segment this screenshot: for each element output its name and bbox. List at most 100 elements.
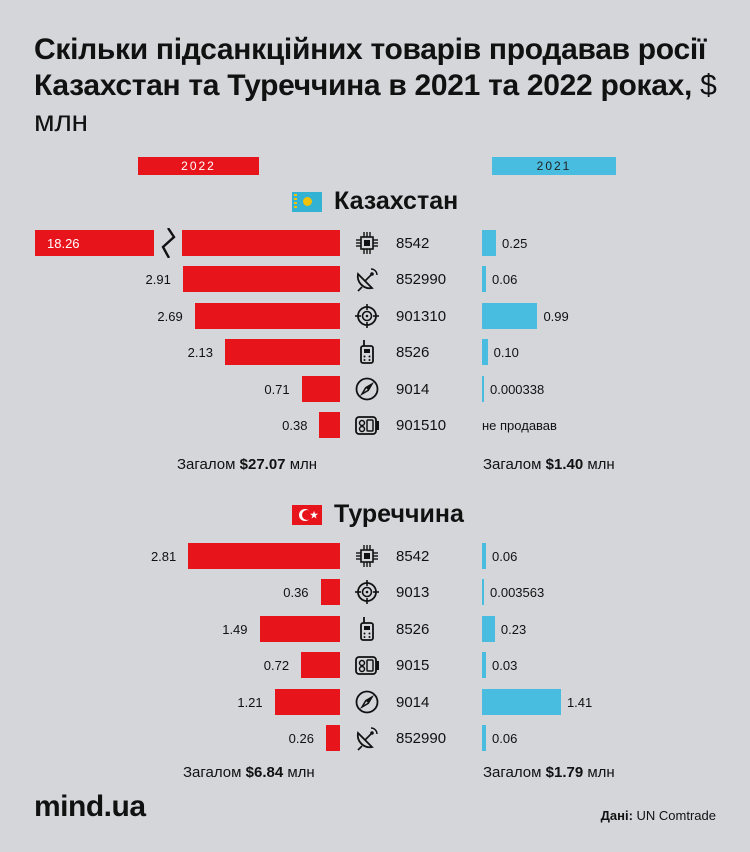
- bar-2022: [325, 725, 340, 751]
- chart-title: Скільки підсанкційних товарів продавав р…: [34, 32, 734, 140]
- bar-2022: [188, 543, 340, 569]
- total-value: $27.07: [239, 456, 286, 473]
- compass-icon: [354, 376, 380, 402]
- total-2021: Загалом $1.79 млн: [483, 764, 615, 781]
- turkey-flag-icon: ★: [292, 504, 322, 525]
- crosshair-icon: [354, 303, 380, 329]
- value-label-2022: 2.91: [145, 272, 171, 288]
- hs-code: 901310: [396, 307, 447, 325]
- value-label-2021: 1.41: [566, 694, 593, 710]
- value-label-2022: 0.38: [282, 418, 308, 433]
- total-2022: Загалом $6.84 млн: [183, 764, 315, 781]
- rangefinder-icon: [354, 652, 380, 678]
- bar-2021: [482, 543, 486, 569]
- radio-icon: [354, 339, 380, 365]
- total-unit: млн: [583, 764, 615, 781]
- total-label: Загалом: [483, 456, 546, 473]
- bar-2022: [224, 339, 340, 366]
- value-label-2021: 0.003563: [490, 585, 545, 601]
- value-label-2022: 0.71: [264, 381, 290, 397]
- legend-2021: 2021: [492, 157, 616, 175]
- bar-2021: [482, 302, 538, 329]
- flag-star: ★: [310, 509, 319, 520]
- value-label-2021: 0.25: [502, 236, 528, 251]
- country-heading-1: ★ Туреччина: [292, 500, 464, 529]
- legend-2022: 2022: [138, 157, 259, 175]
- bar-2022: [301, 375, 340, 402]
- bar-2022: [182, 266, 340, 293]
- total-label: Загалом: [483, 764, 546, 781]
- total-unit: млн: [583, 456, 615, 473]
- country-heading-0: Казахстан: [292, 187, 458, 216]
- hs-code: 9015: [396, 657, 430, 675]
- compass-icon: [354, 689, 380, 715]
- bar-2022: [319, 412, 340, 438]
- bar-2021: [482, 339, 488, 366]
- bar-2022: [320, 579, 340, 606]
- total-value: $6.84: [245, 764, 284, 781]
- kazakhstan-flag-icon: [292, 191, 322, 212]
- value-label-2022: 18.26: [47, 236, 80, 251]
- bar-2022: [274, 688, 340, 715]
- flag-crescent-cut: [302, 509, 312, 520]
- total-2021: Загалом $1.40 млн: [483, 456, 615, 473]
- title-text: Скільки підсанкційних товарів продавав р…: [34, 33, 706, 102]
- satellite-dish-icon: [354, 266, 380, 292]
- hs-code: 852990: [396, 730, 447, 747]
- source-text: UN Comtrade: [636, 808, 716, 823]
- bar-2022: [259, 615, 340, 642]
- hs-code: 901510: [396, 417, 447, 434]
- bar-2021: [482, 579, 484, 606]
- value-label-2022: 1.21: [237, 694, 263, 710]
- crosshair-icon: [354, 579, 380, 605]
- chip-icon: [354, 230, 380, 256]
- value-label-2022: 0.72: [263, 658, 290, 674]
- country-name: Казахстан: [334, 187, 459, 215]
- bar-2021: [482, 230, 496, 256]
- flag-sun: [303, 196, 312, 206]
- country-name: Туреччина: [334, 500, 464, 528]
- chip-icon: [354, 543, 380, 569]
- value-label-2021: 0.99: [543, 308, 569, 324]
- bar-2022: [301, 652, 340, 679]
- hs-code: 9014: [396, 693, 430, 711]
- data-source: Дані: UN Comtrade: [601, 808, 716, 823]
- satellite-dish-icon: [354, 725, 380, 751]
- total-label: Загалом: [177, 456, 240, 473]
- brand-logo: mind.ua: [34, 790, 146, 823]
- value-label-2021: 0.23: [500, 621, 527, 637]
- bar-2021: [482, 652, 486, 679]
- value-label-2022: 1.49: [222, 621, 248, 637]
- total-unit: млн: [283, 764, 315, 781]
- hs-code: 9014: [396, 380, 430, 398]
- value-label-2021: 0.000338: [490, 381, 545, 397]
- value-label-2021: 0.10: [493, 345, 519, 361]
- bar-2021: [482, 725, 486, 751]
- hs-code: 9013: [396, 584, 430, 602]
- value-label-2022: 0.36: [283, 585, 309, 601]
- value-label-2021: 0.06: [492, 549, 518, 564]
- bar-2022: [35, 230, 340, 256]
- bar-2021: [482, 615, 495, 642]
- value-label-2021: не продавав: [482, 418, 557, 433]
- value-label-2022: 2.13: [187, 345, 213, 361]
- total-value: $1.79: [545, 764, 584, 781]
- value-label-2021: 0.03: [492, 658, 518, 674]
- radio-icon: [354, 616, 380, 642]
- value-label-2022: 0.26: [288, 731, 314, 746]
- value-label-2022: 2.81: [150, 549, 177, 564]
- bar-2021: [482, 688, 561, 715]
- hs-code: 8542: [396, 235, 430, 252]
- total-unit: млн: [285, 456, 318, 473]
- title-unit: $ млн: [34, 69, 717, 138]
- source-label: Дані:: [600, 808, 633, 823]
- value-label-2022: 2.69: [157, 308, 183, 324]
- bar-2022: [194, 302, 340, 329]
- total-2022: Загалом $27.07 млн: [177, 456, 317, 473]
- bar-2021: [482, 375, 484, 402]
- bar-2021: [482, 266, 486, 293]
- hs-code: 852990: [396, 271, 447, 289]
- value-label-2021: 0.06: [492, 272, 518, 288]
- flag-ornament: [294, 193, 297, 210]
- axis-break-icon: [154, 227, 182, 259]
